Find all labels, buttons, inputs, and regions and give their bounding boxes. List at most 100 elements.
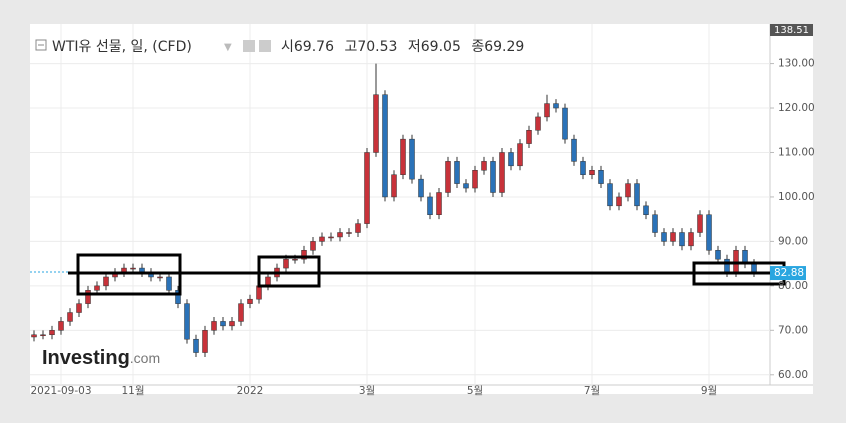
candle-body — [661, 232, 667, 242]
instrument-title: WTI유 선물, 일, (CFD) — [52, 39, 192, 55]
y-tick-label: 100.00 — [778, 191, 815, 203]
ohlc-header: 시69.76 고70.53 저69.05 종69.29 — [281, 39, 524, 55]
candle-body — [301, 250, 307, 260]
y-tick-label: 110.00 — [778, 146, 815, 158]
top-price-label-bg — [770, 24, 813, 36]
x-tick-label: 9월 — [701, 385, 717, 397]
candle-body — [238, 303, 244, 322]
candle-body — [328, 236, 334, 239]
candle-body — [517, 143, 523, 167]
settings-icon[interactable] — [259, 40, 271, 52]
top-price-label: 138.51 — [774, 25, 809, 36]
candle-body — [706, 214, 712, 251]
candle-body — [67, 312, 73, 322]
logo-brand: Investing — [42, 347, 130, 369]
settings-icon[interactable] — [243, 40, 255, 52]
candle-body — [454, 161, 460, 184]
candle-body — [436, 192, 442, 215]
candle-body — [679, 232, 685, 247]
candle-body — [724, 258, 730, 273]
candle-body — [283, 258, 289, 269]
candle-body — [553, 103, 559, 109]
grid — [30, 24, 774, 385]
candle-body — [373, 94, 379, 153]
logo-suffix: .com — [130, 350, 160, 366]
ohlc-label: 종 — [471, 39, 484, 55]
ohlc-value: 70.53 — [357, 39, 397, 55]
candle-body — [535, 116, 541, 131]
candle-body — [202, 330, 208, 353]
x-tick-label: 5월 — [467, 385, 483, 397]
candle-body — [310, 241, 316, 251]
candle-body — [400, 138, 406, 175]
annotation-box — [257, 255, 321, 288]
y-tick-label: 130.00 — [778, 58, 815, 70]
ohlc-value: 69.05 — [421, 39, 461, 55]
candle-body — [481, 161, 487, 171]
candle-body — [580, 161, 586, 175]
x-tick-label: 3월 — [359, 385, 375, 397]
candle-body — [364, 152, 370, 224]
candle-body — [58, 321, 64, 331]
y-tick-label: 90.00 — [778, 235, 808, 247]
x-tick-label: 11월 — [121, 385, 144, 397]
candle-body — [211, 321, 217, 331]
candle-body — [175, 290, 181, 304]
candle-body — [625, 183, 631, 198]
candle-body — [544, 103, 550, 118]
candle-body — [346, 232, 352, 234]
candle-body — [31, 334, 37, 338]
candle-body — [472, 170, 478, 189]
annotation-box — [76, 253, 182, 296]
candle-body — [247, 298, 253, 304]
candle-body — [355, 223, 361, 233]
candle-body — [751, 263, 757, 273]
candle-body — [562, 107, 568, 140]
ohlc-value: 69.76 — [294, 39, 334, 55]
candle-body — [94, 285, 100, 291]
candles — [31, 63, 757, 357]
candle-body — [508, 152, 514, 167]
candle-body — [76, 303, 82, 313]
candle-body — [229, 321, 235, 327]
y-tick-label: 120.00 — [778, 102, 815, 114]
last-price-label: 82.88 — [774, 267, 804, 279]
candle-body — [490, 161, 496, 193]
candle-body — [571, 138, 577, 162]
ohlc-label: 저 — [408, 39, 421, 55]
candle-body — [607, 183, 613, 207]
candle-body — [292, 258, 298, 261]
candle-body — [166, 276, 172, 291]
candle-body — [256, 285, 262, 300]
candle-body — [526, 130, 532, 144]
candle-body — [319, 236, 325, 242]
logo: Investing.com — [42, 347, 160, 369]
candle-body — [652, 214, 658, 233]
candle-body — [49, 330, 55, 336]
candle-body — [193, 338, 199, 353]
candle-body — [499, 152, 505, 193]
candle-body — [463, 183, 469, 189]
candle-body — [184, 303, 190, 340]
y-tick-label: 60.00 — [778, 369, 808, 381]
x-tick-label: 2021-09-03 — [30, 385, 91, 397]
candle-body — [697, 214, 703, 233]
ohlc-label: 고 — [344, 39, 357, 55]
x-tick-label: 2022 — [237, 385, 264, 397]
candle-body — [445, 161, 451, 193]
candle-body — [634, 183, 640, 207]
candle-body — [598, 170, 604, 184]
last-price-label-bg — [770, 266, 806, 281]
candle-body — [382, 94, 388, 198]
candle-body — [220, 321, 226, 327]
y-tick-label: 80.00 — [778, 280, 808, 292]
ohlc-label: 시 — [281, 39, 294, 55]
dropdown-caret[interactable]: ▼ — [224, 42, 232, 53]
collapse-icon[interactable] — [35, 39, 47, 51]
candle-body — [616, 196, 622, 207]
candle-body — [391, 174, 397, 198]
candle-body — [670, 232, 676, 242]
chart-panel — [30, 24, 813, 394]
